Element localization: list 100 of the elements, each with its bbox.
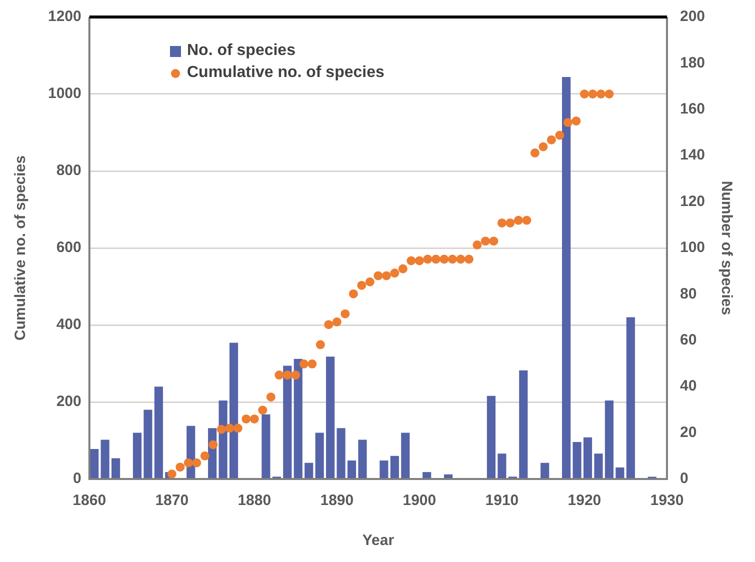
bar xyxy=(326,356,335,479)
y2-tick-label: 160 xyxy=(680,100,706,118)
bar xyxy=(583,437,592,479)
point xyxy=(464,254,474,264)
bar xyxy=(572,442,582,479)
point xyxy=(357,280,366,290)
point xyxy=(489,236,498,246)
x-tick-label: 1870 xyxy=(155,492,189,510)
point xyxy=(200,451,210,460)
point xyxy=(563,118,572,127)
point xyxy=(546,135,556,144)
y2-axis-title: Number of species xyxy=(718,180,735,316)
bar xyxy=(486,396,496,479)
point xyxy=(514,216,523,225)
y2-tick-label: 180 xyxy=(680,54,706,72)
bar xyxy=(90,448,99,479)
bar xyxy=(144,410,152,479)
point xyxy=(538,142,548,152)
bar xyxy=(380,460,388,479)
point xyxy=(242,414,251,424)
point xyxy=(250,414,259,424)
point xyxy=(258,406,268,415)
bar xyxy=(132,432,142,479)
bar xyxy=(304,462,314,479)
point xyxy=(440,254,449,264)
point xyxy=(299,359,308,368)
point xyxy=(225,424,234,433)
y2-tick-label: 0 xyxy=(680,470,688,488)
y2-tick-label: 140 xyxy=(680,146,706,164)
point xyxy=(365,277,374,286)
bar xyxy=(294,358,302,479)
bar xyxy=(336,428,346,479)
point xyxy=(390,268,400,278)
y2-tick-label: 20 xyxy=(680,424,697,441)
point xyxy=(282,370,292,380)
y-tick-label: 400 xyxy=(56,316,82,334)
point xyxy=(497,218,506,228)
x-tick-label: 1920 xyxy=(568,492,602,510)
point xyxy=(340,309,350,318)
y2-tick-label: 120 xyxy=(680,192,706,210)
bar xyxy=(358,440,367,479)
point xyxy=(398,264,408,274)
y-tick-label: 1000 xyxy=(48,85,82,102)
point xyxy=(274,370,284,380)
point xyxy=(291,370,300,380)
x-axis-title: Year xyxy=(362,532,394,550)
y-tick-label: 600 xyxy=(56,239,82,256)
bar xyxy=(262,414,270,479)
bar xyxy=(229,342,238,479)
point xyxy=(308,359,317,368)
bar xyxy=(594,454,603,479)
point xyxy=(555,130,564,140)
point xyxy=(316,340,325,350)
y2-tick-label: 60 xyxy=(680,332,697,349)
point xyxy=(530,148,540,158)
x-tick-label: 1860 xyxy=(72,492,106,510)
bar xyxy=(347,460,356,479)
point xyxy=(233,424,242,433)
legend-label: Cumulative no. of species xyxy=(187,63,384,83)
x-tick-label: 1880 xyxy=(238,492,272,510)
point xyxy=(192,458,202,468)
point xyxy=(580,90,589,98)
point xyxy=(448,254,457,264)
legend-label: No. of species xyxy=(187,41,296,61)
bar xyxy=(604,400,614,479)
bar xyxy=(283,366,292,479)
point xyxy=(431,254,440,264)
point xyxy=(382,271,391,280)
y-axis-title: Cumulative no. of species xyxy=(12,155,30,341)
point xyxy=(572,116,581,126)
point xyxy=(208,440,218,450)
bar xyxy=(154,386,163,479)
y2-tick-label: 100 xyxy=(680,239,706,256)
bar xyxy=(498,454,506,479)
point xyxy=(266,392,276,402)
x-tick-label: 1900 xyxy=(402,492,436,510)
x-tick-label: 1890 xyxy=(320,492,354,510)
point xyxy=(604,90,614,98)
y2-tick-label: 200 xyxy=(680,8,706,26)
bar xyxy=(616,467,624,479)
point xyxy=(176,462,185,472)
point xyxy=(374,271,383,280)
point xyxy=(414,256,424,266)
y2-tick-label: 80 xyxy=(680,285,697,302)
y-tick-label: 800 xyxy=(56,162,82,180)
bar xyxy=(100,440,110,479)
point xyxy=(216,424,226,434)
x-tick-label: 1930 xyxy=(650,492,684,510)
y-tick-label: 0 xyxy=(73,470,82,488)
bar xyxy=(562,77,571,479)
point xyxy=(588,90,598,98)
point xyxy=(184,458,193,468)
bar xyxy=(111,458,120,479)
point xyxy=(406,256,416,266)
point xyxy=(324,320,334,330)
point xyxy=(472,240,482,250)
point xyxy=(348,289,358,298)
bar xyxy=(390,456,399,479)
point xyxy=(456,254,466,264)
point xyxy=(480,236,490,246)
